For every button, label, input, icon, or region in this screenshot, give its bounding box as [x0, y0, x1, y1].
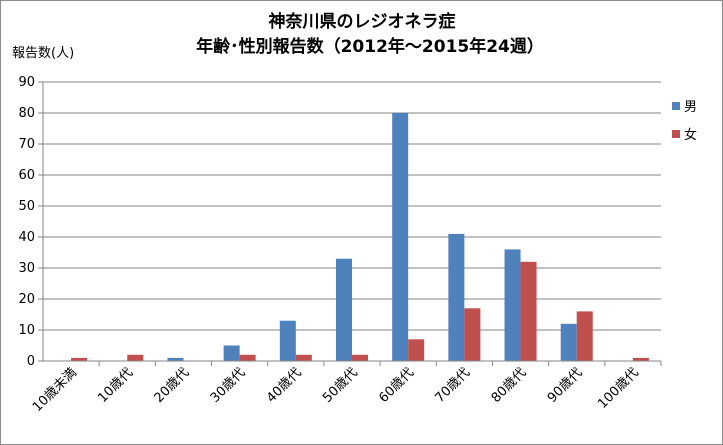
legend-label-female: 女 — [684, 127, 697, 143]
legend-label-male: 男 — [684, 100, 697, 115]
y-tick-label: 30 — [18, 261, 35, 276]
bar-female — [239, 354, 256, 361]
x-tick-label: 60歳代 — [376, 365, 417, 406]
bar-female — [520, 261, 537, 361]
legend: 男 女 — [672, 100, 697, 143]
x-tick-label: 70歳代 — [433, 365, 474, 406]
bar-male — [448, 233, 465, 361]
chart-subtitle: 年齢･性別報告数（2012年～2015年24週） — [196, 36, 544, 57]
y-axis-ticks: 0 10 20 30 40 50 60 70 80 90 — [18, 75, 43, 369]
y-tick-label: 70 — [18, 137, 35, 152]
x-tick-label: 40歳代 — [264, 365, 305, 406]
y-tick-label: 60 — [18, 168, 35, 183]
bar-male — [336, 258, 352, 361]
legend-swatch-male — [672, 102, 680, 110]
y-tick-label: 50 — [18, 199, 35, 214]
bar-male — [279, 320, 296, 361]
x-tick-label: 50歳代 — [320, 365, 361, 406]
y-axis-label: 報告数(人) — [12, 46, 74, 61]
x-tick-label: 80歳代 — [489, 365, 530, 406]
y-tick-label: 10 — [18, 323, 35, 338]
x-tick-label: 90歳代 — [545, 365, 586, 406]
bar-male — [167, 357, 184, 361]
bar-female — [576, 311, 593, 361]
bar-female — [127, 354, 144, 361]
bar-male — [560, 323, 577, 361]
bar-male — [504, 249, 521, 361]
bar-male — [223, 345, 240, 361]
y-tick-label: 90 — [18, 75, 35, 90]
bar-female — [352, 354, 368, 361]
bar-female — [632, 357, 649, 361]
legend-swatch-female — [672, 130, 680, 138]
bars — [71, 113, 649, 361]
y-tick-label: 80 — [18, 106, 35, 121]
x-tick-label: 10歳未満 — [30, 365, 80, 415]
bar-female — [295, 354, 312, 361]
x-tick-label: 10歳代 — [95, 365, 136, 406]
bar-male — [392, 113, 409, 361]
x-tick-label: 30歳代 — [208, 365, 249, 406]
y-tick-label: 40 — [18, 230, 35, 245]
chart-title: 神奈川県のレジオネラ症 — [269, 11, 456, 32]
bar-female — [71, 357, 88, 361]
gridlines — [43, 81, 661, 331]
bar-female — [408, 339, 425, 361]
y-tick-label: 20 — [18, 292, 35, 307]
x-tick-label: 20歳代 — [152, 365, 193, 406]
x-axis-ticks: 10歳未満 10歳代 20歳代 30歳代 40歳代 50歳代 60歳代 70歳代 80歳代 90歳… — [30, 361, 662, 415]
y-tick-label: 0 — [27, 354, 35, 369]
x-tick-label: 100歳代 — [595, 365, 642, 412]
bar-female — [464, 308, 481, 361]
